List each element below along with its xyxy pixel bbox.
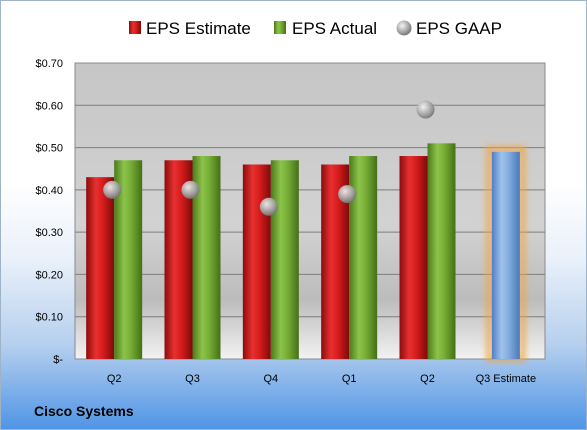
legend-label-eps-actual: EPS Actual (292, 19, 377, 38)
y-tick-label: $0.50 (35, 143, 63, 155)
point-eps-gaap (103, 180, 122, 199)
plot-area (74, 62, 546, 360)
point-eps-gaap (181, 180, 200, 199)
y-tick-label: $0.70 (35, 58, 63, 70)
y-tick-label: $0.40 (35, 185, 63, 197)
bar-eps-actual (427, 143, 456, 359)
gridlines (75, 104, 545, 318)
bar-eps-estimate (242, 164, 271, 359)
y-tick-label: $0.60 (35, 100, 63, 112)
legend-swatch-eps-estimate (129, 21, 141, 34)
chart-marks (86, 100, 526, 362)
y-tick-label: $0.20 (35, 269, 63, 281)
x-tick-label: Q1 (342, 373, 357, 385)
legend-swatch-eps-actual (274, 21, 286, 34)
x-tick-label: Q3 Estimate (476, 373, 537, 385)
bar-eps-estimate (86, 177, 115, 359)
x-tick-label: Q3 (185, 373, 200, 385)
x-axis-ticks: Q2 Q3 Q4 Q1 Q2 Q3 Estimate (107, 373, 536, 385)
x-tick-label: Q2 (420, 373, 435, 385)
y-axis-ticks: $- $0.10 $0.20 $0.30 $0.40 $0.50 $0.60 $0.70 (35, 58, 63, 366)
bar-eps-estimate (399, 156, 428, 359)
legend-label-eps-estimate: EPS Estimate (146, 19, 251, 38)
bar-eps-actual (349, 156, 378, 359)
point-eps-gaap (338, 185, 357, 204)
y-tick-label: $0.30 (35, 227, 63, 239)
x-tick-label: Q2 (107, 373, 122, 385)
legend-swatch-eps-gaap (396, 20, 412, 36)
legend-label-eps-gaap: EPS GAAP (416, 19, 502, 38)
bar-eps-actual (270, 160, 299, 359)
x-tick-label: Q4 (263, 373, 278, 385)
bar-q3-estimate (491, 151, 520, 359)
point-eps-gaap (416, 100, 435, 119)
point-eps-gaap (259, 197, 278, 216)
y-tick-label: $0.10 (35, 312, 63, 324)
company-name: Cisco Systems (34, 403, 134, 419)
y-tick-label: $- (53, 354, 63, 366)
legend: EPS Estimate EPS Actual EPS GAAP (129, 19, 502, 38)
